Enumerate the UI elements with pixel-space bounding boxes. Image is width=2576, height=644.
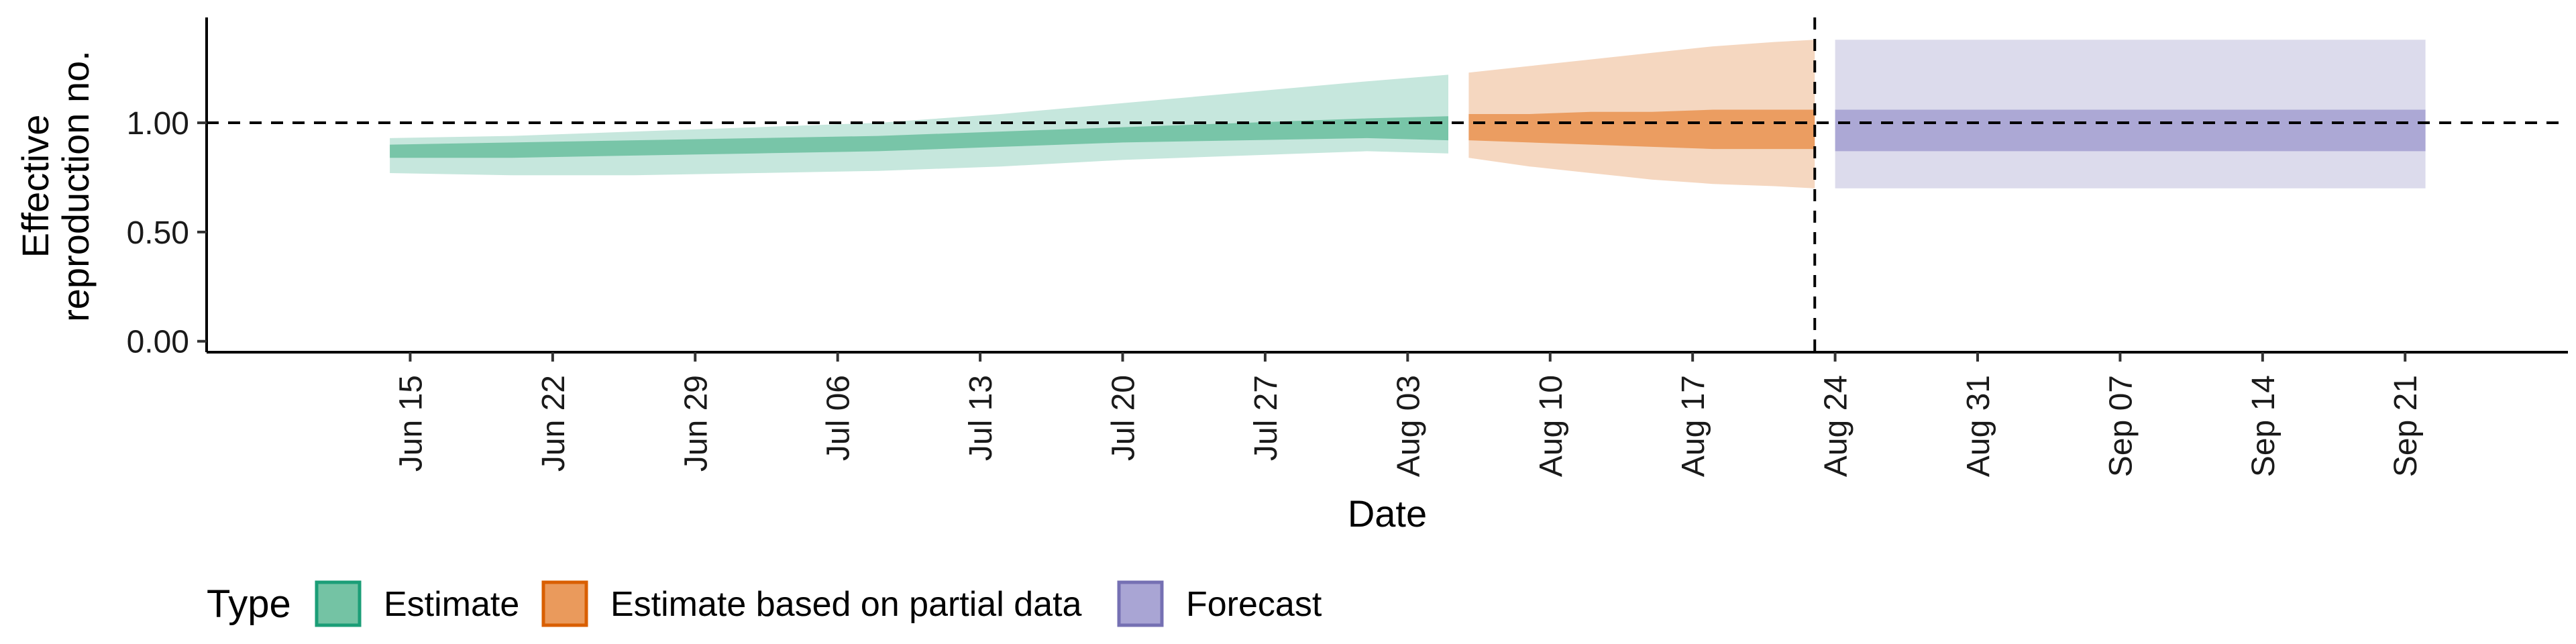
legend-title: Type [207,582,291,626]
x-tick-label: Sep 21 [2388,375,2424,477]
x-tick-label: Aug 31 [1961,375,1996,477]
x-tick-label: Jul 27 [1248,375,1284,461]
band-50-estimate-based-on-partial-data [1468,109,1815,150]
legend-label: Forecast [1186,585,1322,624]
x-tick-label: Aug 10 [1534,375,1569,477]
x-tick-label: Jun 29 [678,375,714,472]
x-tick-label: Sep 14 [2246,375,2282,477]
legend-key [1117,580,1164,627]
x-tick-label: Aug 24 [1819,375,1854,477]
legend-key [315,580,362,627]
x-tick-label: Jun 22 [536,375,572,472]
legend-key [541,580,588,627]
y-tick-label: 0.50 [127,215,189,251]
y-tick-label: 1.00 [127,106,189,142]
y-axis-title: Effective [14,115,56,258]
band-50-forecast [1835,109,2426,152]
x-tick-label: Jun 15 [393,375,429,472]
x-tick-label: Aug 17 [1676,375,1711,477]
legend-label: Estimate based on partial data [610,585,1082,624]
y-tick-label: 0.00 [127,325,189,360]
x-tick-label: Aug 03 [1391,375,1426,477]
x-tick-label: Jul 20 [1106,375,1142,461]
x-tick-label: Jul 06 [821,375,857,461]
y-axis-title: reproduction no. [54,50,97,322]
band-50-estimate [390,116,1448,158]
x-tick-label: Jul 13 [963,375,999,461]
x-tick-label: Sep 07 [2103,375,2139,477]
legend-label: Estimate [384,585,519,624]
x-axis-title: Date [1348,492,1427,535]
